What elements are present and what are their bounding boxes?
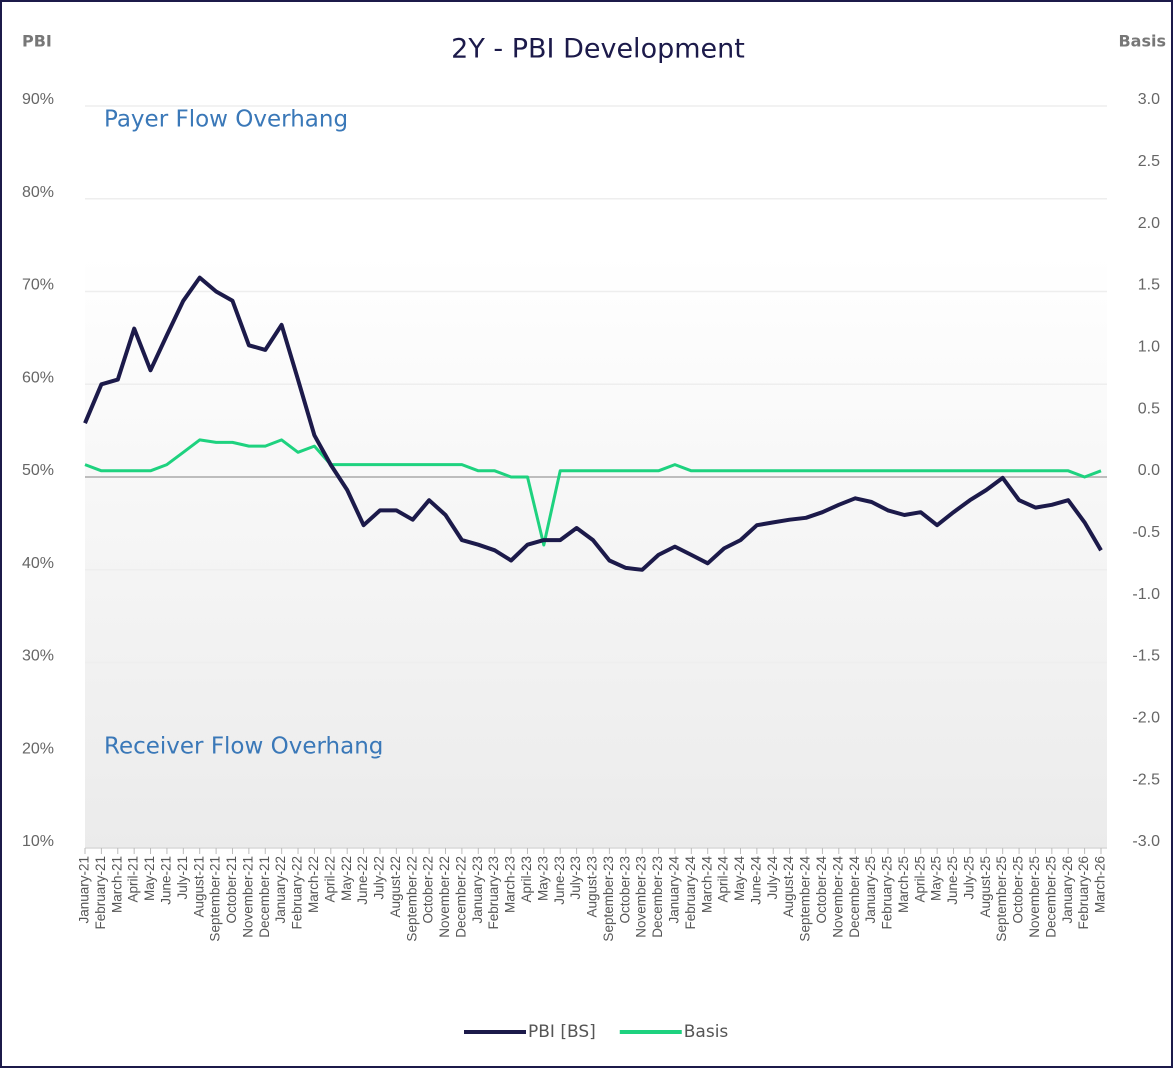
x-tick-label: October-21 [224, 856, 239, 924]
x-tick-label: July-23 [568, 856, 583, 900]
series-line [83, 275, 1103, 572]
y2-tick-label: -1.0 [1132, 586, 1160, 603]
x-tick-label: February-22 [290, 856, 305, 930]
y2-tick-label: -3.0 [1132, 833, 1160, 850]
x-tick-label: June-24 [748, 856, 763, 905]
x-tick-label: February-24 [683, 856, 698, 930]
y2-tick-label: -1.5 [1132, 648, 1160, 665]
x-tick-label: May-21 [142, 856, 157, 901]
x-tick-label: August-24 [781, 856, 796, 918]
x-tick-label: May-22 [339, 856, 354, 901]
x-tick-label: September-24 [798, 856, 813, 942]
y-tick-label: 80% [22, 184, 54, 201]
x-tick-label: June-22 [355, 856, 370, 905]
x-tick-label: December-25 [1043, 856, 1058, 938]
x-tick-label: July-21 [175, 856, 190, 900]
x-tick-label: March-23 [503, 856, 518, 913]
x-tick-label: March-25 [896, 856, 911, 913]
y-tick-label: 50% [22, 462, 54, 479]
x-tick-label: April-24 [716, 856, 731, 903]
x-tick-label: August-25 [978, 856, 993, 918]
x-tick-label: October-25 [1011, 856, 1026, 924]
y-tick-label: 70% [22, 277, 54, 294]
y-tick-label: 30% [22, 648, 54, 665]
x-tick-label: January-25 [863, 856, 878, 924]
x-tick-label: February-26 [1076, 856, 1091, 930]
y2-tick-label: -0.5 [1132, 524, 1160, 541]
x-tick-label: February-21 [93, 856, 108, 930]
y-tick-label: 60% [22, 369, 54, 386]
x-tick-label: January-21 [77, 856, 92, 924]
x-tick-label: August-21 [191, 856, 206, 918]
x-tick-label: January-23 [470, 856, 485, 924]
y-axis-title: PBI [22, 32, 52, 51]
x-tick-label: December-22 [453, 856, 468, 938]
x-tick-label: May-25 [929, 856, 944, 901]
x-tick-label: January-22 [273, 856, 288, 924]
y2-tick-label: 2.0 [1138, 215, 1160, 232]
x-tick-label: December-23 [650, 856, 665, 938]
x-tick-label: October-23 [617, 856, 632, 924]
chart-title: 2Y - PBI Development [451, 34, 745, 65]
y-tick-label: 90% [22, 91, 54, 108]
x-tick-label: May-23 [535, 856, 550, 901]
x-tick-label: October-24 [814, 856, 829, 924]
y2-tick-label: 1.5 [1138, 277, 1160, 294]
legend-label: Basis [684, 1022, 729, 1042]
y2-tick-label: -2.0 [1132, 710, 1160, 727]
x-tick-label: April-23 [519, 856, 534, 903]
x-tick-label: April-21 [126, 856, 141, 903]
x-tick-label: April-25 [912, 856, 927, 903]
x-tick-label: February-25 [880, 856, 895, 930]
annotation: Payer Flow Overhang [104, 107, 348, 133]
y2-tick-label: 1.0 [1138, 339, 1160, 356]
x-tick-label: March-21 [109, 856, 124, 913]
y2-tick-label: -2.5 [1132, 771, 1160, 788]
x-tick-label: March-24 [699, 856, 714, 914]
x-tick-label: November-21 [240, 856, 255, 938]
y2-tick-label: 0.0 [1138, 462, 1160, 479]
x-tick-label: January-24 [666, 856, 681, 924]
y2-axis-title: Basis [1118, 32, 1166, 51]
x-tick-label: January-26 [1060, 856, 1075, 924]
x-tick-label: November-24 [830, 856, 845, 938]
series-line [84, 438, 1102, 547]
x-tick-label: June-23 [552, 856, 567, 905]
legend-label: PBI [BS] [528, 1022, 596, 1042]
x-tick-label: September-22 [404, 856, 419, 942]
x-tick-label: November-25 [1027, 856, 1042, 938]
y-tick-label: 10% [22, 833, 54, 850]
x-tick-label: December-24 [847, 856, 862, 938]
x-tick-label: July-25 [961, 856, 976, 900]
x-tick-label: August-22 [388, 856, 403, 918]
x-tick-label: May-24 [732, 856, 747, 902]
x-tick-label: September-23 [601, 856, 616, 942]
y2-tick-label: 3.0 [1138, 91, 1160, 108]
x-tick-label: September-21 [208, 856, 223, 942]
x-tick-label: August-23 [585, 856, 600, 918]
y-tick-label: 40% [22, 555, 54, 572]
x-tick-label: April-22 [322, 856, 337, 903]
x-tick-label: September-25 [994, 856, 1009, 942]
x-tick-label: July-22 [372, 856, 387, 900]
x-tick-label: June-21 [158, 856, 173, 905]
y-tick-label: 20% [22, 740, 54, 757]
x-tick-label: November-22 [437, 856, 452, 938]
x-tick-label: July-24 [765, 856, 780, 900]
x-tick-label: November-23 [634, 856, 649, 938]
x-tick-label: December-21 [257, 856, 272, 938]
x-tick-label: June-25 [945, 856, 960, 905]
x-tick-label: March-22 [306, 856, 321, 913]
y2-tick-label: 0.5 [1138, 400, 1160, 417]
y2-tick-label: 2.5 [1138, 153, 1160, 170]
x-tick-label: February-23 [486, 856, 501, 930]
x-tick-label: October-22 [421, 856, 436, 924]
x-tick-label: March-26 [1093, 856, 1108, 913]
